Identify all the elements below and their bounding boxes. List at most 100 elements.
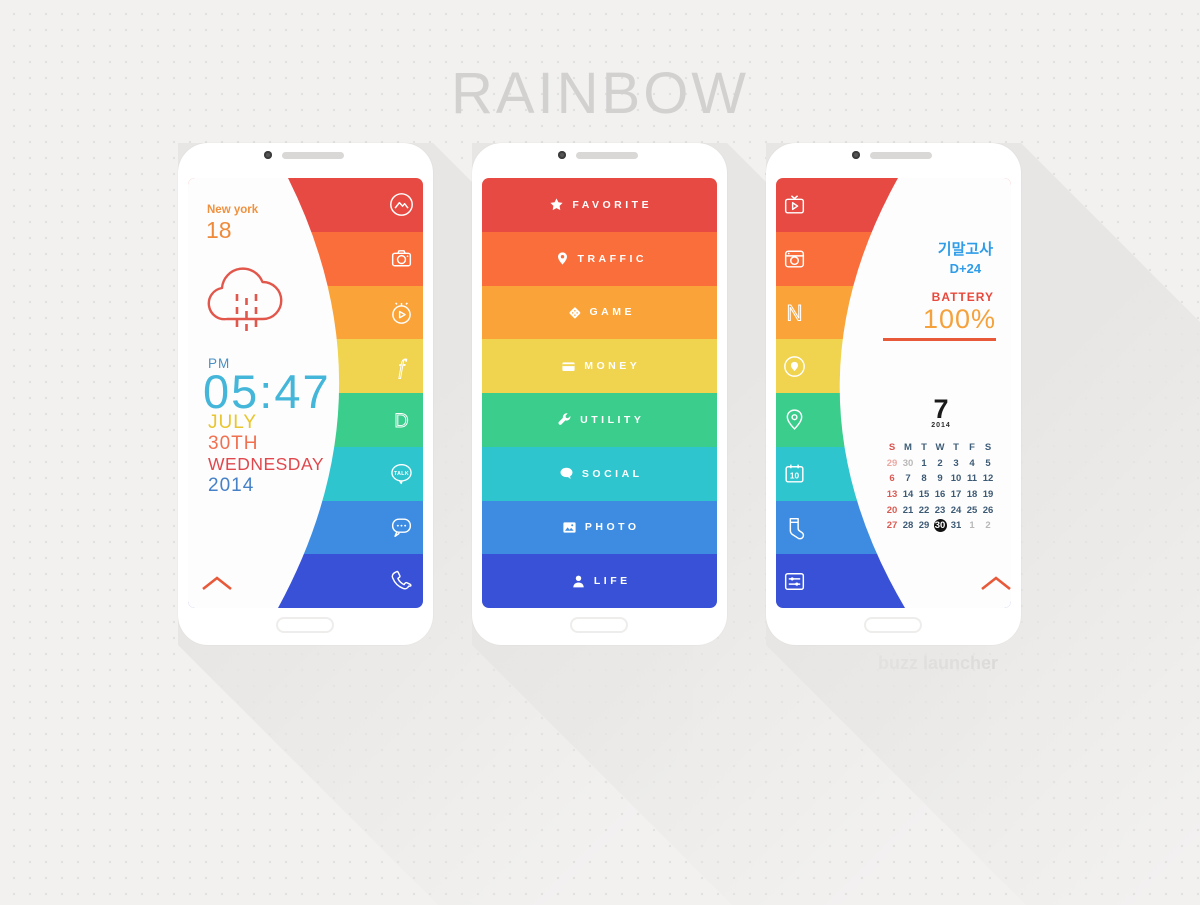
- category-money[interactable]: MONEY: [482, 339, 717, 393]
- front-camera: [264, 151, 272, 159]
- person-icon: [573, 575, 584, 588]
- chevron-up-icon[interactable]: [980, 575, 1011, 591]
- home-button[interactable]: [276, 617, 334, 633]
- calendar-day: 1: [969, 520, 975, 532]
- category-traffic[interactable]: TRAFFIC: [482, 231, 717, 286]
- svg-text:N: N: [787, 300, 803, 325]
- category-stripes: FAVORITE TRAFFIC GAME MONEY UTILITY SOCI…: [482, 178, 717, 608]
- calendar-day: 27: [886, 520, 898, 532]
- calendar-weekday: T: [953, 442, 959, 454]
- clock-time[interactable]: 05:47: [203, 365, 331, 418]
- calendar-month: 7: [933, 394, 949, 424]
- calendar-day: 19: [982, 489, 994, 501]
- daum-d-icon[interactable]: D: [388, 406, 415, 433]
- calendar-day: 29: [918, 520, 930, 532]
- phone-center: FAVORITE TRAFFIC GAME MONEY UTILITY SOCI…: [472, 143, 727, 645]
- calendar-day: 22: [918, 504, 930, 516]
- calendar-day: 31: [950, 520, 962, 532]
- calendar-day: 10: [950, 473, 962, 485]
- calendar-day: 14: [902, 489, 914, 501]
- home-button[interactable]: [570, 617, 628, 633]
- rain-cloud-icon[interactable]: [200, 244, 288, 338]
- category-photo[interactable]: PHOTO: [482, 500, 717, 555]
- category-social[interactable]: SOCIAL: [482, 446, 717, 501]
- phone-icon[interactable]: [388, 568, 415, 595]
- dday-count: D+24: [949, 261, 982, 276]
- calendar-day: 15: [918, 489, 930, 501]
- chat-bubble-icon[interactable]: [388, 514, 415, 541]
- location-pin-icon[interactable]: [781, 406, 808, 433]
- calendar-day: 12: [982, 473, 994, 485]
- category-label: MONEY: [584, 360, 641, 373]
- calendar-day: 24: [950, 504, 962, 516]
- calendar-day: 18: [966, 489, 978, 501]
- gallery-icon[interactable]: [388, 191, 415, 218]
- calendar-day: 26: [982, 504, 994, 516]
- weather-city[interactable]: New york: [207, 204, 259, 216]
- category-label: UTILITY: [580, 413, 645, 426]
- calendar-day: 20: [886, 504, 898, 516]
- calendar-weekday: M: [904, 442, 912, 454]
- category-label: GAME: [589, 306, 635, 319]
- category-favorite[interactable]: FAVORITE: [482, 178, 717, 232]
- calendar-grid[interactable]: S M T W T F S 29 30 1 2 3 4 5 6 7 8 9 10…: [884, 440, 996, 534]
- calendar-day-today: 30: [933, 519, 947, 533]
- battery-value[interactable]: 100%: [922, 304, 996, 334]
- category-label: LIFE: [593, 575, 631, 588]
- speech-bubble-icon: [560, 467, 573, 480]
- calendar-year: 2014: [931, 422, 951, 429]
- stopwatch-play-icon[interactable]: [388, 299, 415, 326]
- calendar-day: 13: [886, 489, 898, 501]
- calendar-day: 30: [902, 457, 914, 469]
- calendar-day: 6: [889, 473, 895, 485]
- picture-icon: [563, 522, 576, 533]
- instagram-camera-icon[interactable]: [781, 245, 808, 272]
- page-title: RAINBOW: [450, 61, 750, 126]
- calendar-day: 1: [921, 457, 927, 469]
- dock-item-tv[interactable]: [776, 178, 1011, 232]
- dock-item-settings[interactable]: [776, 554, 1011, 608]
- speaker-grill: [282, 152, 344, 159]
- clock-weekday[interactable]: WEDNESDAY: [208, 454, 324, 474]
- weather-temperature[interactable]: 18: [206, 217, 232, 243]
- svg-text:f: f: [399, 356, 408, 378]
- dday-widget[interactable]: 기말고사 D+24: [938, 238, 993, 276]
- calendar-icon[interactable]: 10: [781, 460, 808, 487]
- calendar-weekday: T: [921, 442, 927, 454]
- camera-icon[interactable]: [388, 245, 415, 272]
- dock-item-messages[interactable]: [188, 500, 423, 555]
- calendar-day: 23: [934, 504, 946, 516]
- facebook-icon[interactable]: f: [388, 353, 415, 380]
- category-label: TRAFFIC: [577, 252, 647, 265]
- right-phone-screen: N 10 기말고사 D+24 BATTERY 100%: [776, 178, 1011, 608]
- category-game[interactable]: GAME: [482, 285, 717, 340]
- calendar-weekday: F: [969, 442, 975, 454]
- kakaotalk-icon[interactable]: TALK: [388, 460, 415, 487]
- category-label: SOCIAL: [581, 467, 643, 480]
- settings-sliders-icon[interactable]: [781, 568, 808, 595]
- pin-badge-icon[interactable]: [781, 353, 808, 380]
- speaker-grill: [870, 152, 932, 159]
- category-life[interactable]: LIFE: [482, 554, 717, 608]
- dock-item-places[interactable]: [776, 339, 1011, 393]
- calendar-day: 11: [966, 473, 978, 485]
- calendar-day: 16: [934, 489, 946, 501]
- tv-play-icon[interactable]: [781, 191, 808, 218]
- clock-date[interactable]: 30TH: [208, 433, 259, 454]
- clock-month[interactable]: JULY: [208, 412, 258, 433]
- sock-icon[interactable]: [781, 514, 808, 541]
- credit-card-icon: [562, 362, 575, 371]
- speaker-grill: [576, 152, 638, 159]
- calendar-day: 28: [902, 520, 914, 532]
- calendar-weekday: S: [984, 442, 992, 454]
- naver-n-icon[interactable]: N: [781, 299, 808, 326]
- category-utility[interactable]: UTILITY: [482, 393, 717, 447]
- svg-text:D: D: [394, 410, 408, 432]
- home-button[interactable]: [864, 617, 922, 633]
- calendar-month-header[interactable]: 7 2014: [886, 394, 996, 430]
- calendar-day: 8: [921, 473, 927, 485]
- calendar-day: 3: [953, 457, 959, 469]
- clock-year[interactable]: 2014: [208, 475, 255, 496]
- center-phone-screen: FAVORITE TRAFFIC GAME MONEY UTILITY SOCI…: [482, 178, 717, 608]
- chevron-up-icon[interactable]: [201, 575, 233, 591]
